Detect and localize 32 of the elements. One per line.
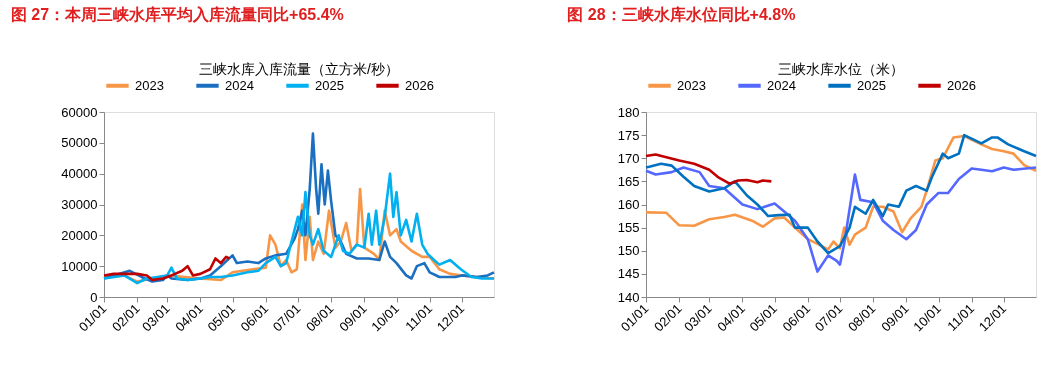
line-series — [644, 166, 1038, 273]
legend-label: 2026 — [405, 77, 434, 93]
line-series — [644, 153, 773, 185]
y-tick-label: 140 — [617, 289, 640, 305]
y-tick-label: 0 — [90, 289, 98, 305]
y-tick-label: 160 — [617, 197, 640, 212]
y-tick-label: 30000 — [61, 197, 98, 212]
legend-label: 2024 — [767, 77, 796, 93]
chart-title: 图 28：三峡水库水位同比+4.8% — [567, 6, 796, 23]
legend-label: 2024 — [225, 77, 254, 93]
legend-label: 2025 — [315, 77, 344, 93]
y-tick-label: 50000 — [61, 135, 98, 151]
y-tick-label: 180 — [617, 104, 640, 120]
y-tick-label: 150 — [617, 243, 640, 259]
y-tick-label: 170 — [617, 150, 640, 166]
y-tick-label: 40000 — [61, 166, 98, 182]
y-tick-label: 10000 — [61, 258, 98, 274]
y-tick-label: 175 — [617, 127, 640, 143]
y-tick-label: 60000 — [61, 104, 98, 120]
line-series — [102, 255, 231, 282]
legend-label: 2025 — [857, 77, 886, 93]
chart-subtitle: 三峡水库水位（米） — [778, 61, 904, 77]
legend-label: 2023 — [135, 77, 164, 93]
y-tick-label: 165 — [617, 173, 640, 189]
y-tick-label: 145 — [617, 266, 640, 282]
line-series — [102, 172, 496, 285]
legend-label: 2026 — [947, 77, 976, 93]
chart-subtitle: 三峡水库入库流量（立方米/秒） — [199, 61, 399, 77]
chart-title: 图 27：本周三峡水库平均入库流量同比+65.4% — [10, 5, 344, 23]
y-tick-label: 155 — [617, 220, 640, 236]
y-tick-label: 20000 — [61, 227, 98, 243]
legend-label: 2023 — [677, 77, 706, 93]
